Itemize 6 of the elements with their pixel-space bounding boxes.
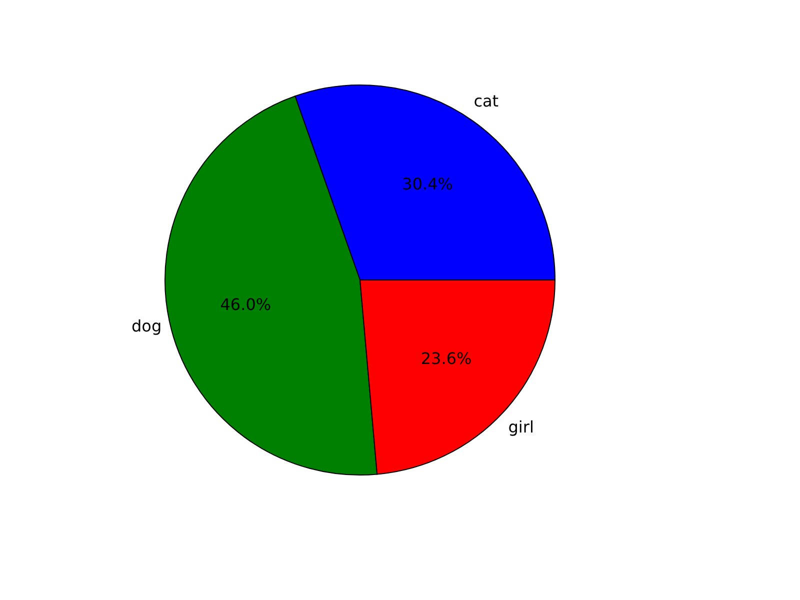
data-label: 23.6% — [420, 349, 472, 368]
data-label: 30.4% — [402, 174, 453, 194]
slice-label: cat — [474, 92, 499, 111]
data-label: 46.0% — [220, 294, 272, 314]
slice-label: girl — [508, 417, 534, 436]
slice-label: dog — [132, 316, 162, 336]
